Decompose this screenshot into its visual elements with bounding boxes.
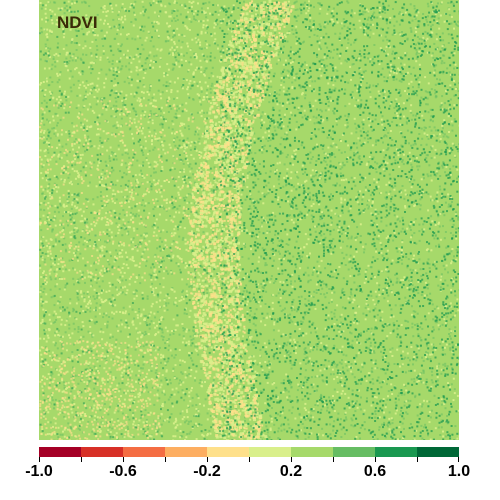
colorbar-tick-label: 0.6	[363, 463, 387, 480]
colorbar-legend	[39, 447, 459, 457]
colorbar-segment	[417, 447, 459, 457]
colorbar-segment	[291, 447, 333, 457]
colorbar-tick	[39, 457, 40, 462]
colorbar-segment	[375, 447, 417, 457]
colorbar-tick	[165, 457, 166, 462]
ndvi-raster	[39, 0, 459, 440]
colorbar-tick-label: -0.2	[193, 463, 221, 480]
colorbar-tick	[291, 457, 292, 462]
colorbar-tick	[458, 457, 459, 462]
colorbar-tick-label: 1.0	[447, 463, 471, 480]
colorbar-ticks: -1.0 -0.6 -0.2 0.2 0.6 1.0	[0, 457, 500, 497]
colorbar-tick-label: -0.6	[109, 463, 137, 480]
colorbar-tick	[333, 457, 334, 462]
colorbar-tick	[207, 457, 208, 462]
colorbar-segment	[123, 447, 165, 457]
colorbar-tick	[417, 457, 418, 462]
colorbar-segment	[39, 447, 81, 457]
colorbar-tick	[81, 457, 82, 462]
colorbar-segment	[81, 447, 123, 457]
colorbar-tick-label: 0.2	[279, 463, 303, 480]
ndvi-map	[39, 0, 459, 440]
colorbar-tick	[123, 457, 124, 462]
colorbar-segment	[165, 447, 207, 457]
colorbar-segment	[333, 447, 375, 457]
colorbar-segment	[249, 447, 291, 457]
raster-pixels	[39, 0, 459, 440]
colorbar-tick	[375, 457, 376, 462]
colorbar-segment	[207, 447, 249, 457]
colorbar-tick	[249, 457, 250, 462]
colorbar-tick-label: -1.0	[25, 463, 53, 480]
map-title: NDVI	[57, 13, 98, 32]
